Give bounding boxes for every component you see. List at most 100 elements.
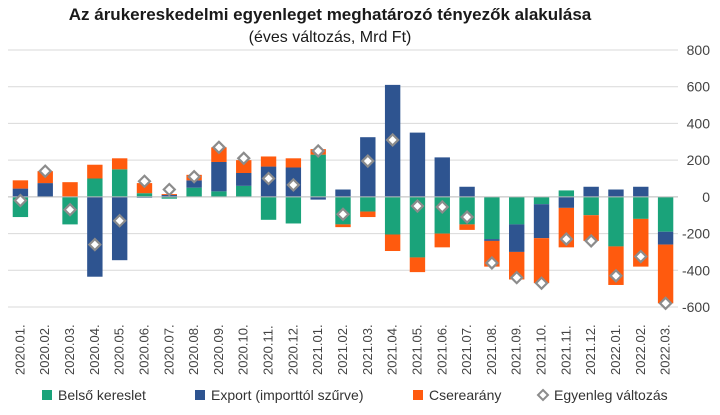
x-tick-label: 2020.03. [62,324,77,375]
x-tick-label: 2021.05. [409,324,424,375]
bar-domestic-demand [360,196,376,212]
bar-export [211,161,227,192]
x-tick-label: 2022.03. [658,324,673,375]
bar-domestic-demand [136,193,153,197]
bar-domestic-demand [161,196,177,199]
balance-marker [286,177,301,192]
bar-domestic-demand [533,196,550,205]
bar-terms-of-trade [409,257,426,273]
bar-export [459,186,475,197]
legend-label: Egyenleg változás [554,387,668,403]
balance-marker [559,232,574,247]
balance-marker [211,140,226,155]
balance-marker [261,171,276,186]
bar-domestic-demand [310,154,326,197]
bar-terms-of-trade [533,238,550,284]
balance-marker [360,154,375,169]
balance-marker [410,198,425,214]
x-tick-label: 2021.11. [558,325,573,375]
bar-domestic-demand [608,196,624,247]
bar-domestic-demand [285,196,302,224]
bar-export [37,183,53,197]
bar-terms-of-trade [285,158,302,168]
bar-domestic-demand [657,196,674,232]
bar-domestic-demand [509,196,525,225]
gridlines [8,49,678,308]
bar-domestic-demand [633,196,649,219]
bar-export [608,189,624,197]
bar-export [484,239,500,241]
bar-export [310,196,326,200]
bar-terms-of-trade [583,215,599,241]
bar-terms-of-trade [657,244,674,304]
x-tick-label: 2021.10. [534,324,549,375]
balance-marker [187,169,202,184]
bar-terms-of-trade [384,234,401,252]
bar-export [12,188,29,197]
bar-domestic-demand [211,191,227,197]
balance-marker [335,207,351,222]
bar-domestic-demand [186,187,202,197]
x-tick-label: 2020.06. [136,324,151,375]
balance-marker [62,202,78,217]
balance-marker [162,182,177,197]
balance-marker [633,249,648,264]
x-tick-label: 2020.10. [236,324,251,375]
x-tick-label: 2021.02. [335,324,350,375]
x-tick-label: 2020.02. [37,324,52,375]
bar-domestic-demand [87,178,103,197]
bar-export [583,186,599,197]
x-tick-label: 2021.04. [385,324,400,375]
bar-domestic-demand [583,196,599,216]
y-tick-label: 0 [702,189,710,205]
legend-label: Cserearány [429,387,501,403]
bar-domestic-demand [260,196,277,220]
bar-export [434,157,450,197]
balance-marker [534,276,549,291]
bar-export [657,231,674,245]
y-tick-label: -200 [682,226,710,242]
bar-terms-of-trade [62,182,78,197]
bar-export [633,186,649,197]
balance-marker [608,268,624,283]
bar-domestic-demand [384,196,401,235]
bar-terms-of-trade [211,147,227,162]
bar-export [509,224,525,252]
x-tick-label: 2020.08. [186,324,201,375]
x-tick-label: 2020.05. [112,324,127,375]
balance-marker [112,213,127,228]
balance-marker [584,233,599,248]
x-tick-label: 2020.04. [87,324,102,375]
bar-export [186,180,202,188]
bar-terms-of-trade [260,156,277,167]
bar-terms-of-trade [509,251,525,280]
bar-export [409,132,426,197]
y-tick-label: 400 [687,115,711,131]
bar-terms-of-trade [434,233,450,248]
bar-domestic-demand [409,196,426,258]
balance-marker [87,237,102,252]
balance-marker [509,270,524,285]
bar-domestic-demand [484,196,500,240]
balance-marker [484,255,499,270]
y-tick-label: 200 [687,152,711,168]
bar-domestic-demand [236,185,252,197]
chart-subtitle: (éves változás, Mrd Ft) [249,29,412,46]
balance-marker [311,143,326,159]
balance-marker [13,193,28,208]
y-tick-label: 800 [687,42,711,58]
bar-terms-of-trade [459,224,475,230]
legend: Belső kereslet Export (importtól szűrve) C… [42,387,668,403]
balance-marker [236,151,251,166]
bar-export [533,204,550,239]
balance-marker [385,132,400,148]
x-tick-label: 2021.12. [583,324,598,375]
bar-domestic-demand [558,190,575,197]
legend-swatch [195,390,205,400]
x-tick-label: 2022.01. [608,324,623,375]
x-tick-label: 2020.11. [261,325,276,375]
bar-terms-of-trade [111,158,128,170]
x-tick-label: 2021.08. [484,324,499,375]
legend-label: Export (importtól szűrve) [211,387,363,403]
